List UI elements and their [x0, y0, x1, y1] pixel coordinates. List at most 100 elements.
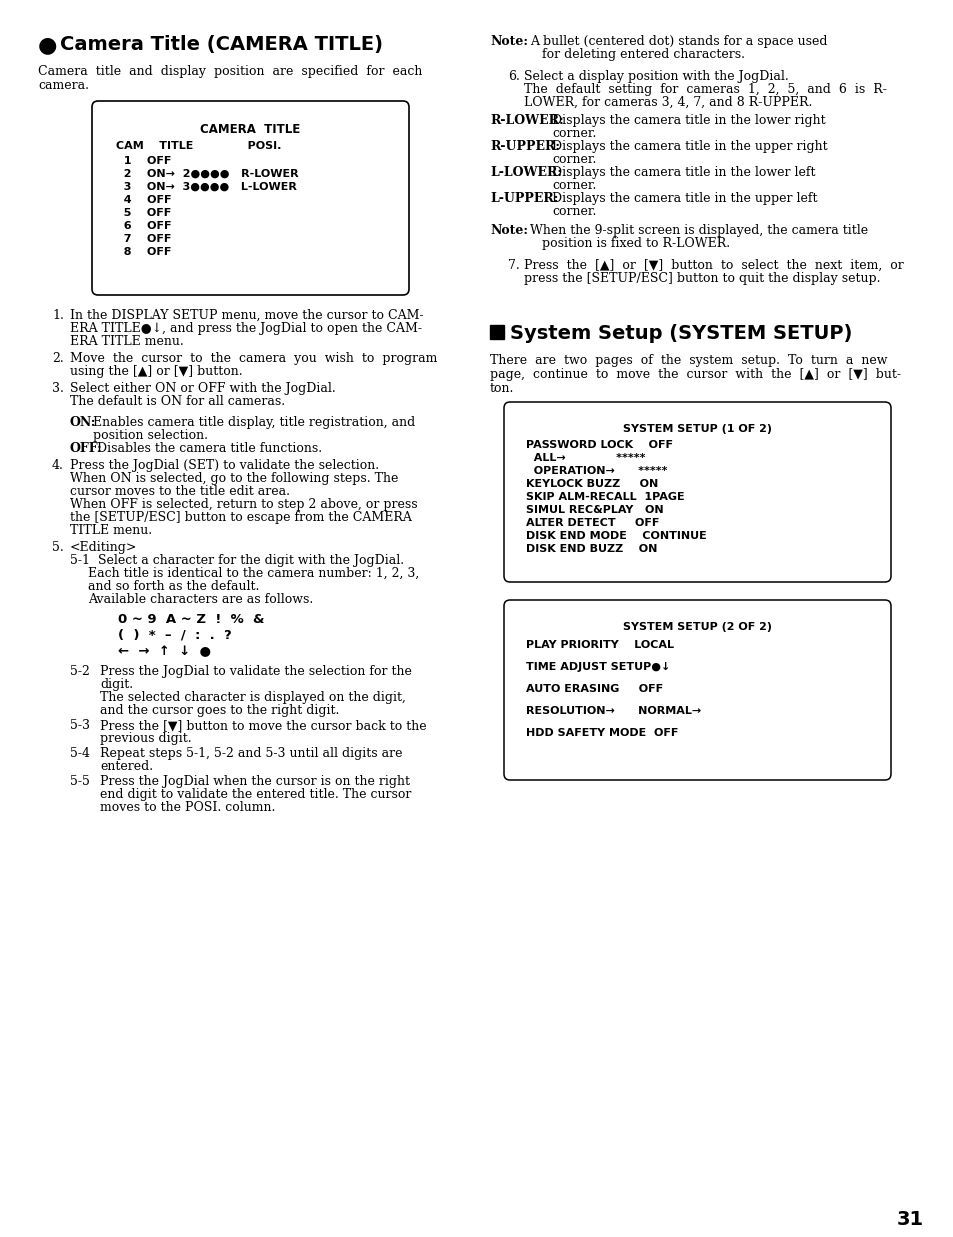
Text: using the [▲] or [▼] button.: using the [▲] or [▼] button. — [70, 365, 242, 379]
Text: There  are  two  pages  of  the  system  setup.  To  turn  a  new: There are two pages of the system setup.… — [490, 354, 886, 367]
Text: ERA TITLE menu.: ERA TITLE menu. — [70, 335, 184, 348]
Text: 7    OFF: 7 OFF — [116, 234, 172, 244]
Text: 6.: 6. — [507, 71, 519, 83]
Text: 2    ON→  2●●●●   R-LOWER: 2 ON→ 2●●●● R-LOWER — [116, 169, 298, 179]
Text: 3    ON→  3●●●●   L-LOWER: 3 ON→ 3●●●● L-LOWER — [116, 182, 296, 192]
Text: cursor moves to the title edit area.: cursor moves to the title edit area. — [70, 485, 290, 499]
Text: press the [SETUP/ESC] button to quit the display setup.: press the [SETUP/ESC] button to quit the… — [523, 272, 880, 285]
Text: position is fixed to R-LOWER.: position is fixed to R-LOWER. — [541, 238, 729, 250]
Text: AUTO ERASING     OFF: AUTO ERASING OFF — [525, 684, 662, 694]
Text: When the 9-split screen is displayed, the camera title: When the 9-split screen is displayed, th… — [530, 224, 867, 238]
Text: Displays the camera title in the lower left: Displays the camera title in the lower l… — [552, 166, 815, 179]
Text: moves to the POSI. column.: moves to the POSI. column. — [100, 802, 275, 814]
Text: R-LOWER:: R-LOWER: — [490, 114, 563, 127]
Text: OPERATION→      *****: OPERATION→ ***** — [525, 466, 667, 476]
Text: A bullet (centered dot) stands for a space used: A bullet (centered dot) stands for a spa… — [530, 35, 826, 48]
Text: 5-1  Select a character for the digit with the JogDial.: 5-1 Select a character for the digit wit… — [70, 554, 404, 567]
Text: corner.: corner. — [552, 179, 596, 192]
Text: 31: 31 — [896, 1210, 923, 1230]
Text: When ON is selected, go to the following steps. The: When ON is selected, go to the following… — [70, 473, 398, 485]
Text: 1    OFF: 1 OFF — [116, 156, 172, 166]
Text: ALL→             *****: ALL→ ***** — [525, 453, 645, 463]
Text: The selected character is displayed on the digit,: The selected character is displayed on t… — [100, 691, 405, 704]
Text: 4.: 4. — [52, 459, 64, 473]
Text: 6    OFF: 6 OFF — [116, 221, 172, 231]
Text: 3.: 3. — [52, 382, 64, 395]
Text: Press the JogDial (SET) to validate the selection.: Press the JogDial (SET) to validate the … — [70, 459, 378, 473]
Text: 4    OFF: 4 OFF — [116, 195, 172, 205]
Text: SYSTEM SETUP (2 OF 2): SYSTEM SETUP (2 OF 2) — [622, 622, 771, 632]
FancyBboxPatch shape — [503, 402, 890, 581]
Text: SYSTEM SETUP (1 OF 2): SYSTEM SETUP (1 OF 2) — [622, 424, 771, 434]
Text: L-LOWER:: L-LOWER: — [490, 166, 561, 179]
Text: 5    OFF: 5 OFF — [116, 208, 172, 218]
Text: 1.: 1. — [52, 309, 64, 322]
Text: HDD SAFETY MODE  OFF: HDD SAFETY MODE OFF — [525, 729, 678, 738]
Text: corner.: corner. — [552, 127, 596, 140]
Text: Press the [▼] button to move the cursor back to the: Press the [▼] button to move the cursor … — [100, 719, 426, 732]
Text: TITLE menu.: TITLE menu. — [70, 524, 152, 537]
Text: Press  the  [▲]  or  [▼]  button  to  select  the  next  item,  or: Press the [▲] or [▼] button to select th… — [523, 259, 902, 272]
Text: Displays the camera title in the upper left: Displays the camera title in the upper l… — [552, 192, 817, 205]
Text: TIME ADJUST SETUP●↓: TIME ADJUST SETUP●↓ — [525, 662, 670, 672]
Text: 5-3: 5-3 — [70, 719, 90, 732]
Text: entered.: entered. — [100, 760, 153, 773]
Text: ERA TITLE●↓, and press the JogDial to open the CAM-: ERA TITLE●↓, and press the JogDial to op… — [70, 322, 421, 335]
Text: <Editing>: <Editing> — [70, 541, 137, 554]
Text: When OFF is selected, return to step 2 above, or press: When OFF is selected, return to step 2 a… — [70, 499, 417, 511]
Text: Enables camera title display, title registration, and: Enables camera title display, title regi… — [92, 416, 415, 429]
Text: R-UPPER:: R-UPPER: — [490, 140, 559, 153]
Text: ton.: ton. — [490, 382, 514, 395]
Text: Note:: Note: — [490, 35, 527, 48]
Text: Press the JogDial when the cursor is on the right: Press the JogDial when the cursor is on … — [100, 776, 410, 788]
Text: corner.: corner. — [552, 205, 596, 218]
Text: previous digit.: previous digit. — [100, 732, 192, 745]
Text: ●: ● — [38, 35, 57, 54]
Text: OFF:: OFF: — [70, 442, 103, 455]
Text: Displays the camera title in the upper right: Displays the camera title in the upper r… — [552, 140, 827, 153]
Text: ON:: ON: — [70, 416, 96, 429]
Text: The default is ON for all cameras.: The default is ON for all cameras. — [70, 395, 285, 408]
Text: 2.: 2. — [52, 353, 64, 365]
Text: CAM    TITLE              POSI.: CAM TITLE POSI. — [116, 141, 281, 151]
Text: Displays the camera title in the lower right: Displays the camera title in the lower r… — [552, 114, 824, 127]
Text: 5-5: 5-5 — [70, 776, 90, 788]
Text: Camera  title  and  display  position  are  specified  for  each: Camera title and display position are sp… — [38, 66, 422, 78]
Text: Camera Title (CAMERA TITLE): Camera Title (CAMERA TITLE) — [60, 35, 382, 54]
Bar — [490, 325, 503, 339]
Text: SIMUL REC&PLAY   ON: SIMUL REC&PLAY ON — [525, 505, 663, 515]
Text: 5.: 5. — [52, 541, 64, 554]
Text: L-UPPER:: L-UPPER: — [490, 192, 558, 205]
Text: page,  continue  to  move  the  cursor  with  the  [▲]  or  [▼]  but-: page, continue to move the cursor with t… — [490, 367, 900, 381]
Text: and the cursor goes to the right digit.: and the cursor goes to the right digit. — [100, 704, 339, 717]
Text: 5-4: 5-4 — [70, 747, 90, 760]
Text: SKIP ALM-RECALL  1PAGE: SKIP ALM-RECALL 1PAGE — [525, 492, 684, 502]
Text: Disables the camera title functions.: Disables the camera title functions. — [97, 442, 322, 455]
Text: ALTER DETECT     OFF: ALTER DETECT OFF — [525, 518, 659, 528]
Text: digit.: digit. — [100, 678, 133, 691]
Text: The  default  setting  for  cameras  1,  2,  5,  and  6  is  R-: The default setting for cameras 1, 2, 5,… — [523, 83, 886, 96]
Text: Repeat steps 5-1, 5-2 and 5-3 until all digits are: Repeat steps 5-1, 5-2 and 5-3 until all … — [100, 747, 402, 760]
Text: LOWER, for cameras 3, 4, 7, and 8 R-UPPER.: LOWER, for cameras 3, 4, 7, and 8 R-UPPE… — [523, 96, 812, 109]
Text: 0 ~ 9  A ~ Z  !  %  &: 0 ~ 9 A ~ Z ! % & — [118, 614, 264, 626]
Text: CAMERA  TITLE: CAMERA TITLE — [200, 122, 300, 136]
Text: end digit to validate the entered title. The cursor: end digit to validate the entered title.… — [100, 788, 411, 802]
FancyBboxPatch shape — [503, 600, 890, 781]
Text: 7.: 7. — [507, 259, 519, 272]
Text: 5-2: 5-2 — [70, 666, 90, 678]
Text: camera.: camera. — [38, 79, 89, 92]
Text: for deleting entered characters.: for deleting entered characters. — [541, 48, 744, 61]
Text: (  )  *  –  /  :  .  ?: ( ) * – / : . ? — [118, 628, 232, 642]
Text: Move  the  cursor  to  the  camera  you  wish  to  program: Move the cursor to the camera you wish t… — [70, 353, 436, 365]
Text: System Setup (SYSTEM SETUP): System Setup (SYSTEM SETUP) — [510, 324, 851, 343]
Text: the [SETUP/ESC] button to escape from the CAMERA: the [SETUP/ESC] button to escape from th… — [70, 511, 412, 524]
Text: Select a display position with the JogDial.: Select a display position with the JogDi… — [523, 71, 788, 83]
Text: Press the JogDial to validate the selection for the: Press the JogDial to validate the select… — [100, 666, 412, 678]
Text: Note:: Note: — [490, 224, 527, 238]
Text: DISK END MODE    CONTINUE: DISK END MODE CONTINUE — [525, 531, 706, 541]
Text: RESOLUTION→      NORMAL→: RESOLUTION→ NORMAL→ — [525, 706, 700, 716]
Text: Available characters are as follows.: Available characters are as follows. — [88, 593, 313, 606]
Text: In the DISPLAY SETUP menu, move the cursor to CAM-: In the DISPLAY SETUP menu, move the curs… — [70, 309, 423, 322]
Text: and so forth as the default.: and so forth as the default. — [88, 580, 259, 593]
Text: KEYLOCK BUZZ     ON: KEYLOCK BUZZ ON — [525, 479, 658, 489]
